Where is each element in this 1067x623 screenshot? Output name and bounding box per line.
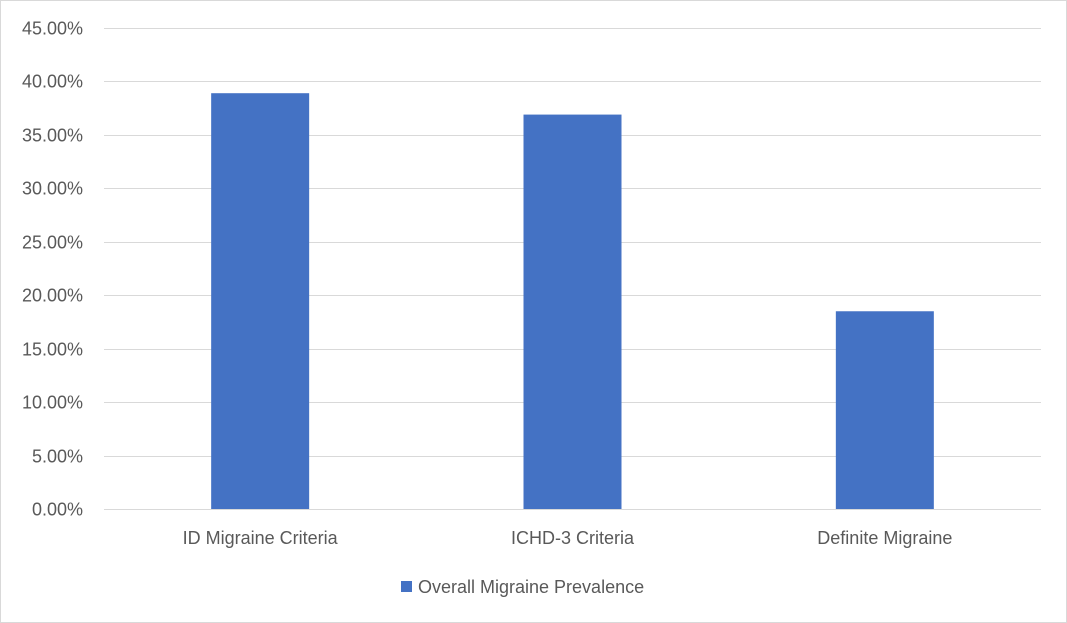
bars <box>211 93 934 510</box>
legend-swatch <box>401 581 412 592</box>
y-tick-label: 45.00% <box>22 19 83 39</box>
legend: Overall Migraine Prevalence <box>401 577 644 597</box>
y-tick-label: 5.00% <box>32 447 83 467</box>
y-tick-label: 40.00% <box>22 72 83 92</box>
y-tick-label: 20.00% <box>22 286 83 306</box>
y-tick-label: 35.00% <box>22 126 83 146</box>
bar <box>835 311 934 509</box>
x-category-label: ID Migraine Criteria <box>183 528 339 548</box>
y-tick-label: 10.00% <box>22 393 83 413</box>
y-axis-tick-labels: 0.00% 5.00% 10.00% 15.00% 20.00% 25.00% 30.00%… <box>22 19 83 520</box>
y-tick-label: 0.00% <box>32 500 83 520</box>
x-axis-category-labels: ID Migraine Criteria ICHD-3 Criteria Defin… <box>183 528 953 548</box>
y-tick-label: 15.00% <box>22 340 83 360</box>
legend-label: Overall Migraine Prevalence <box>418 577 644 597</box>
bar <box>523 114 622 509</box>
y-tick-label: 30.00% <box>22 179 83 199</box>
y-tick-label: 25.00% <box>22 233 83 253</box>
bar <box>211 93 310 510</box>
x-category-label: Definite Migraine <box>817 528 952 548</box>
x-category-label: ICHD-3 Criteria <box>511 528 635 548</box>
